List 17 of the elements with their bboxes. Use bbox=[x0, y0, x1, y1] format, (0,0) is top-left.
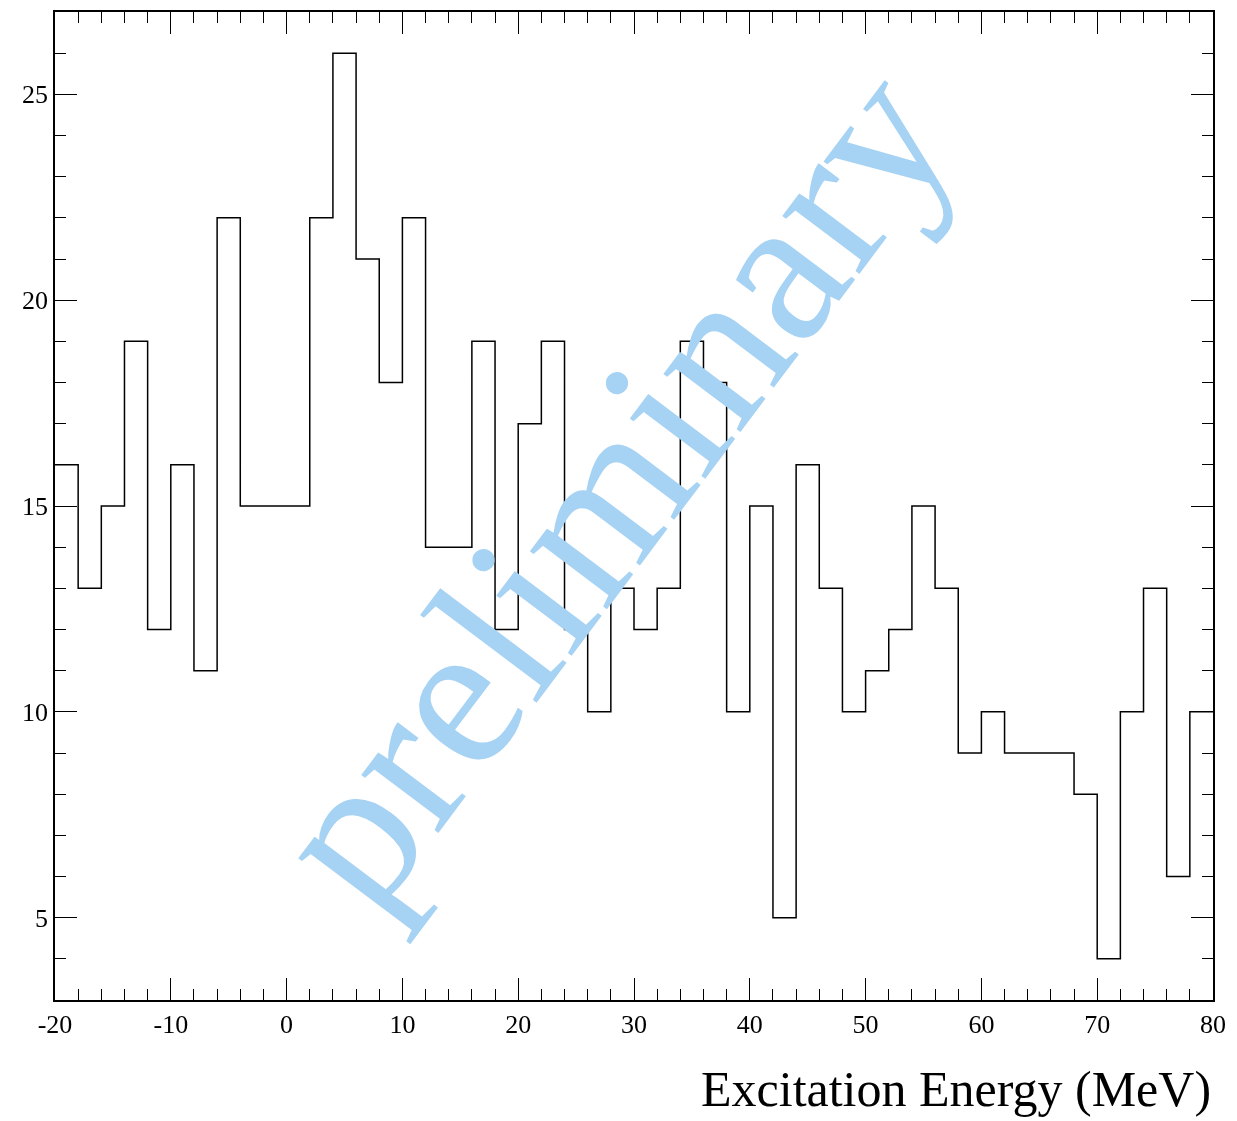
x-tick-label: 30 bbox=[621, 1009, 647, 1039]
x-tick-label: 70 bbox=[1084, 1009, 1111, 1039]
y-tick-label: 10 bbox=[22, 697, 49, 727]
x-tick-label: 50 bbox=[852, 1009, 879, 1039]
x-tick-label: 10 bbox=[389, 1009, 416, 1039]
x-tick-label: -20 bbox=[37, 1009, 73, 1039]
x-tick-label: 80 bbox=[1200, 1009, 1226, 1039]
y-tick-label: 15 bbox=[22, 492, 49, 522]
x-tick-label: 0 bbox=[280, 1009, 294, 1039]
y-tick-label: 5 bbox=[35, 903, 49, 933]
x-tick-label: -10 bbox=[153, 1009, 189, 1039]
x-tick-label: 20 bbox=[505, 1009, 532, 1039]
x-tick-label: 60 bbox=[968, 1009, 995, 1039]
y-tick-label: 25 bbox=[22, 80, 49, 110]
x-tick-label: 40 bbox=[736, 1009, 763, 1039]
y-tick-label: 20 bbox=[22, 286, 49, 316]
x-axis-title: Excitation Energy (MeV) bbox=[701, 1061, 1212, 1117]
